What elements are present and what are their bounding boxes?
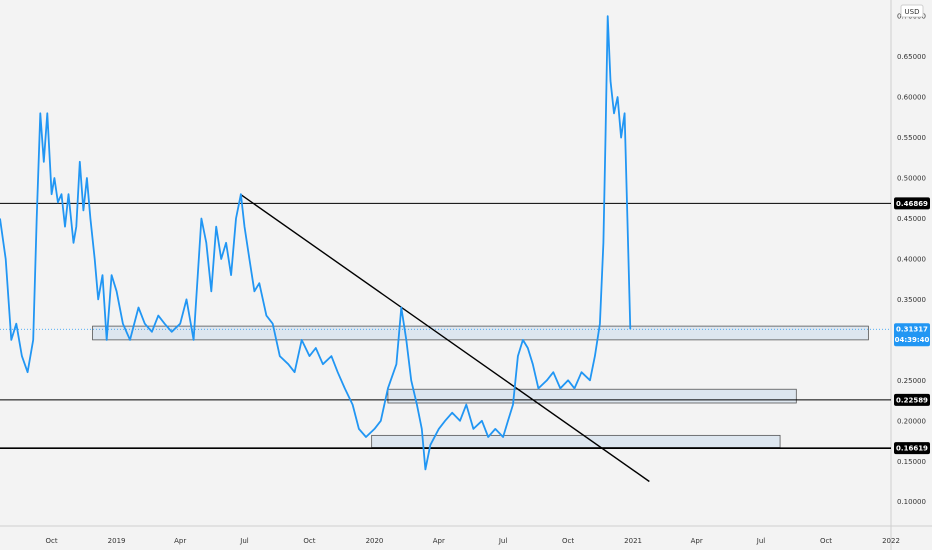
x-tick-label: Apr	[174, 537, 186, 545]
level-price-badge-text: 0.22589	[896, 396, 928, 404]
y-tick-label: 0.35000	[897, 296, 926, 304]
level-price-badge-text: 0.16619	[896, 445, 928, 453]
x-tick-label: Oct	[562, 537, 574, 545]
x-tick-label: Apr	[433, 537, 445, 545]
x-tick-label: Oct	[303, 537, 315, 545]
time-axis[interactable]: Oct 2019 Apr Jul Oct 2020 Apr Jul Oct 2021 Apr Jul O…	[46, 537, 900, 545]
x-tick-label: Oct	[46, 537, 58, 545]
y-tick-label: 0.65000	[897, 53, 926, 61]
x-tick-label: Jul	[756, 537, 766, 545]
current-price-text: 0.31317	[896, 326, 928, 334]
x-tick-label: Jul	[239, 537, 249, 545]
y-tick-label: 0.40000	[897, 255, 926, 263]
support-zone-box[interactable]	[387, 388, 797, 404]
x-tick-label: 2019	[108, 537, 126, 545]
currency-button-frame[interactable]	[900, 4, 924, 18]
x-tick-label: 2020	[366, 537, 384, 545]
levels-layer	[0, 202, 891, 449]
currency-label[interactable]: USD	[905, 8, 920, 16]
trendline-layer	[239, 193, 650, 483]
y-tick-label: 0.60000	[897, 94, 926, 102]
price-badges: 0.46869 0.22589 0.16619 0.31317 04:39:40	[894, 197, 930, 455]
support-zone-box[interactable]	[92, 325, 869, 341]
y-tick-label: 0.50000	[897, 175, 926, 183]
y-tick-label: 0.55000	[897, 134, 926, 142]
current-price-badge	[894, 323, 930, 347]
y-tick-label: 0.10000	[897, 498, 926, 506]
currency-button[interactable]: USD	[900, 4, 924, 18]
countdown-text: 04:39:40	[895, 336, 930, 344]
x-tick-label: Apr	[691, 537, 703, 545]
y-tick-label: 0.45000	[897, 215, 926, 223]
level-price-badge	[894, 393, 930, 406]
level-price-badge	[894, 442, 930, 455]
y-tick-label: 0.20000	[897, 417, 926, 425]
x-tick-label: 2022	[882, 537, 900, 545]
level-price-badge	[894, 197, 930, 210]
price-series-line	[0, 15, 632, 471]
x-tick-label: 2021	[624, 537, 642, 545]
y-tick-label: 0.25000	[897, 377, 926, 385]
x-tick-label: Oct	[820, 537, 832, 545]
y-tick-label: 0.15000	[897, 458, 926, 466]
series-layer	[0, 15, 632, 471]
x-tick-label: Jul	[498, 537, 508, 545]
trendline[interactable]	[239, 193, 650, 483]
level-price-badge-text: 0.46869	[896, 200, 928, 208]
